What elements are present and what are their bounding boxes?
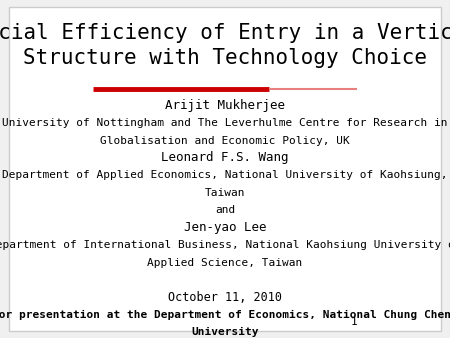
Text: Department of International Business, National Kaohsiung University of: Department of International Business, Na… — [0, 240, 450, 250]
Text: University of Nottingham and The Leverhulme Centre for Research in: University of Nottingham and The Leverhu… — [2, 118, 448, 128]
Text: Department of Applied Economics, National University of Kaohsiung,: Department of Applied Economics, Nationa… — [2, 170, 448, 180]
Text: Globalisation and Economic Policy, UK: Globalisation and Economic Policy, UK — [100, 136, 350, 145]
Text: Social Efficiency of Entry in a Vertical
Structure with Technology Choice: Social Efficiency of Entry in a Vertical… — [0, 23, 450, 68]
Text: 1: 1 — [351, 317, 357, 327]
Text: October 11, 2010: October 11, 2010 — [168, 291, 282, 304]
Text: Taiwan: Taiwan — [205, 188, 245, 198]
Text: Arijit Mukherjee: Arijit Mukherjee — [165, 99, 285, 112]
Text: Applied Science, Taiwan: Applied Science, Taiwan — [148, 258, 302, 268]
Text: Jen-yao Lee: Jen-yao Lee — [184, 221, 266, 234]
Text: and: and — [215, 205, 235, 215]
Text: University: University — [191, 327, 259, 337]
Text: For presentation at the Department of Economics, National Chung Cheng: For presentation at the Department of Ec… — [0, 310, 450, 320]
Text: Leonard F.S. Wang: Leonard F.S. Wang — [161, 151, 289, 165]
